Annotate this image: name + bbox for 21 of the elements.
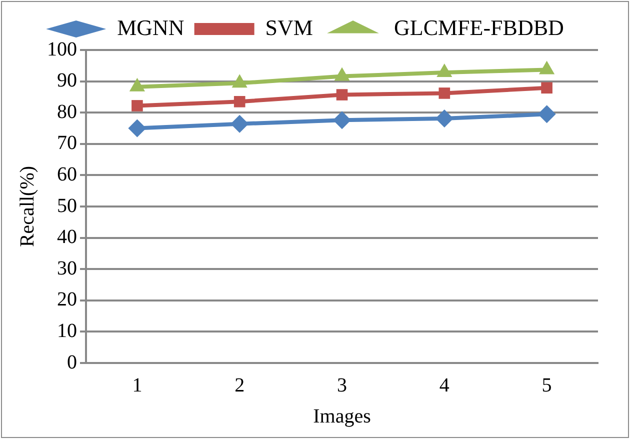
x-tick-label: 1	[132, 374, 142, 396]
y-tick-label: 40	[57, 226, 77, 248]
x-tick-label: 3	[337, 374, 347, 396]
x-tick-label: 4	[439, 374, 450, 396]
y-tick-label: 10	[57, 320, 77, 342]
x-tick-label: 2	[234, 374, 245, 396]
y-tick-label: 100	[47, 38, 77, 60]
y-tick-label: 0	[67, 351, 77, 374]
y-tick-label: 80	[57, 100, 77, 123]
y-tick-label: 20	[57, 288, 77, 311]
y-tick-label: 60	[57, 163, 77, 186]
y-tick-label: 70	[57, 132, 77, 154]
y-tick-label: 30	[57, 257, 77, 280]
legend-label: MGNN	[117, 14, 184, 40]
x-tick-label: 5	[542, 374, 552, 396]
y-axis-title: Recall(%)	[16, 166, 38, 248]
legend-label: SVM	[265, 14, 313, 40]
x-axis-title: Images	[313, 405, 372, 428]
y-tick-label: 90	[57, 70, 77, 92]
y-tick-label: 50	[57, 194, 77, 217]
legend-label: GLCMFE-FBDBD	[394, 14, 564, 40]
